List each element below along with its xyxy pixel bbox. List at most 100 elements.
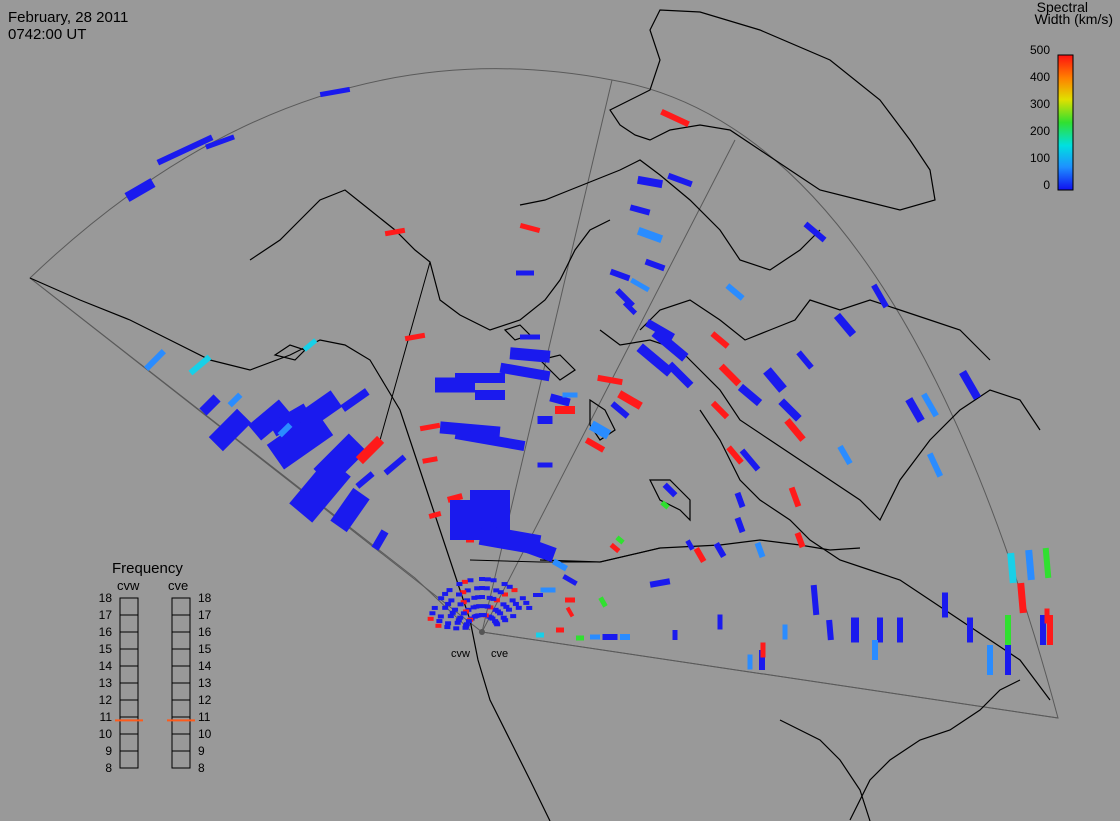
echo-cell	[967, 617, 973, 643]
echo-cell	[156, 134, 214, 166]
echo-cell	[1005, 615, 1011, 645]
echo-cell	[484, 577, 491, 582]
echo-cell	[460, 600, 467, 605]
frequency-panels	[115, 597, 195, 769]
echo-cell	[453, 626, 460, 631]
colorbar-tick: 300	[1029, 97, 1050, 111]
echo-cell	[610, 401, 630, 419]
frequency-tick-label: 12	[98, 693, 112, 707]
echo-cell	[562, 392, 578, 398]
echo-cell	[537, 416, 553, 424]
echo-cell	[1044, 608, 1050, 624]
radar-echoes	[124, 86, 1053, 675]
colorbar-tick: 500	[1029, 43, 1050, 57]
echo-cell	[710, 400, 730, 420]
echo-cell	[464, 588, 471, 593]
echo-cell	[615, 288, 635, 308]
echo-cell	[445, 621, 452, 626]
echo-cell	[1005, 645, 1011, 675]
echo-cell	[436, 619, 443, 624]
echo-cell	[227, 392, 243, 408]
echo-cell	[509, 347, 551, 363]
site-label-cve: cve	[491, 648, 509, 660]
echo-cell	[340, 388, 370, 412]
echo-cell	[710, 331, 730, 349]
echo-cell	[455, 618, 462, 623]
echo-cell	[429, 611, 436, 616]
echo-cell	[556, 627, 564, 633]
frequency-tick-label: 16	[198, 625, 212, 639]
echo-cell	[778, 398, 802, 422]
date-label: February, 28 2011	[8, 9, 129, 26]
echo-cell	[289, 457, 351, 523]
echo-cell	[877, 617, 883, 643]
echo-cell	[465, 619, 472, 624]
echo-cell	[188, 354, 212, 376]
echo-cell	[636, 175, 664, 189]
borders	[379, 261, 661, 563]
echo-cell	[725, 283, 745, 301]
echo-cell	[794, 531, 806, 549]
echo-cell	[479, 613, 485, 617]
echo-cell	[461, 579, 468, 584]
echo-cell	[464, 598, 471, 603]
echo-cell	[509, 598, 516, 603]
echo-cell	[796, 350, 814, 370]
echo-cell	[666, 361, 694, 389]
time-label: 0742:00 UT	[8, 26, 87, 43]
colorbar-tick: 400	[1029, 70, 1050, 84]
echo-cell	[959, 370, 981, 400]
frequency-tick-label: 11	[198, 710, 211, 724]
echo-cell	[490, 578, 497, 583]
frequency-tick-label: 9	[198, 744, 205, 758]
echo-cell	[629, 204, 651, 216]
echo-cell	[851, 617, 859, 643]
echo-cell	[672, 630, 678, 640]
echo-cell	[457, 615, 464, 620]
echo-cell	[533, 593, 543, 597]
echo-cell	[942, 592, 948, 618]
echo-cell	[404, 332, 426, 342]
echo-cell	[452, 607, 459, 612]
echo-cell	[475, 595, 482, 600]
echo-cell	[760, 642, 766, 658]
echo-cell	[739, 448, 761, 472]
echo-cell	[355, 471, 375, 489]
echo-cell	[562, 574, 578, 586]
echo-cell	[747, 654, 753, 670]
echo-cell	[588, 420, 612, 440]
echo-cell	[454, 620, 461, 625]
echo-cell	[435, 623, 442, 628]
echo-cell	[471, 614, 478, 619]
echo-cell	[457, 602, 464, 607]
echo-cell	[500, 602, 507, 607]
echo-cell	[565, 606, 575, 618]
echo-cell	[470, 605, 477, 610]
echo-cell	[444, 625, 451, 630]
echo-cell	[609, 268, 631, 282]
echo-cell	[926, 452, 944, 478]
echo-cell	[483, 586, 490, 591]
echo-cell	[199, 394, 221, 416]
echo-cell	[500, 615, 507, 620]
echo-cell	[499, 362, 551, 382]
echo-cell	[645, 319, 675, 341]
frequency-tick-label: 17	[198, 608, 212, 622]
echo-cell	[630, 277, 650, 293]
echo-cell	[718, 363, 742, 387]
echo-cell	[506, 584, 513, 589]
echo-cell	[448, 598, 455, 603]
echo-cell	[208, 408, 252, 452]
echo-cell	[462, 625, 469, 630]
frequency-tick-label: 14	[98, 659, 112, 673]
echo-cell	[615, 535, 625, 545]
echo-cell	[302, 338, 318, 352]
frequency-radar-label-cve: cve	[168, 578, 189, 593]
echo-cell	[526, 605, 533, 610]
echo-cell	[636, 343, 674, 377]
echo-cell	[493, 588, 500, 593]
frequency-tick-label: 16	[98, 625, 112, 639]
echo-cell	[644, 258, 666, 272]
frequency-tick-label: 14	[198, 659, 212, 673]
